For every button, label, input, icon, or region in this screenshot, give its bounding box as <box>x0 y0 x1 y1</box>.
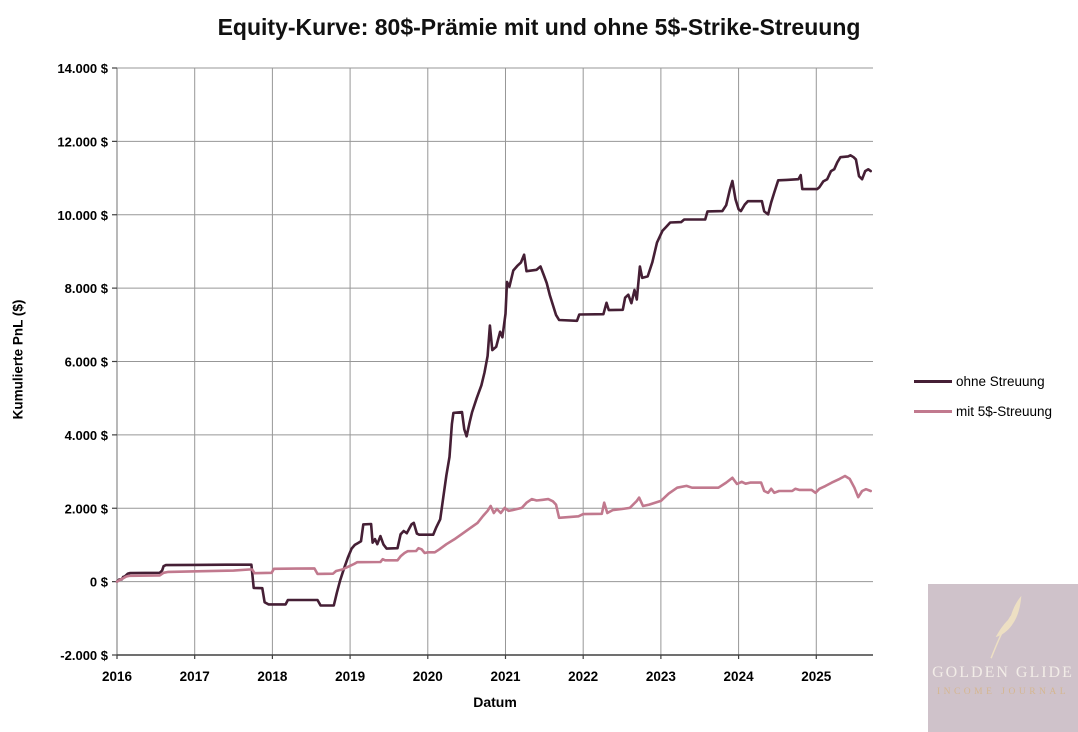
x-tick-label: 2024 <box>724 669 755 684</box>
y-tick-label: 2.000 $ <box>65 501 109 516</box>
y-tick-label: 12.000 $ <box>57 134 108 149</box>
y-tick-label: 0 $ <box>90 575 109 590</box>
x-tick-label: 2019 <box>335 669 365 684</box>
y-tick-label: 4.000 $ <box>65 428 109 443</box>
y-tick-label: 14.000 $ <box>57 61 108 76</box>
x-tick-label: 2021 <box>490 669 521 684</box>
x-tick-label: 2020 <box>413 669 443 684</box>
legend-item-ohne-streuung: ohne Streuung <box>914 366 1052 396</box>
logo-subtitle: INCOME JOURNAL <box>936 687 1070 697</box>
legend: ohne Streuung mit 5$-Streuung <box>914 366 1052 426</box>
feather-icon <box>990 595 1022 659</box>
series-line-ohne-streuung <box>115 154 873 607</box>
x-tick-label: 2022 <box>568 669 598 684</box>
legend-label: mit 5$-Streuung <box>956 403 1053 419</box>
series-line-mit-streuung <box>115 474 873 583</box>
logo-title: GOLDEN GLIDE <box>932 664 1074 681</box>
x-tick-label: 2017 <box>180 669 210 684</box>
y-tick-label: 10.000 $ <box>57 208 108 223</box>
y-axis-title: Kumulierte PnL ($) <box>10 299 26 420</box>
x-tick-label: 2023 <box>646 669 677 684</box>
x-tick-label: 2016 <box>102 669 133 684</box>
y-tick-label: 8.000 $ <box>65 281 109 296</box>
x-axis-title: Datum <box>473 694 517 710</box>
legend-line-swatch-dark <box>914 379 952 383</box>
y-tick-label: -2.000 $ <box>60 648 108 663</box>
legend-line-swatch-pink <box>914 409 952 413</box>
chart-title: Equity-Kurve: 80$-Prämie mit und ohne 5$… <box>217 14 861 40</box>
legend-label: ohne Streuung <box>956 373 1045 389</box>
legend-item-mit-streuung: mit 5$-Streuung <box>914 396 1052 426</box>
x-tick-label: 2025 <box>801 669 832 684</box>
y-tick-label: 6.000 $ <box>65 355 109 370</box>
watermark-logo: GOLDEN GLIDE INCOME JOURNAL <box>928 584 1078 732</box>
x-tick-label: 2018 <box>257 669 288 684</box>
